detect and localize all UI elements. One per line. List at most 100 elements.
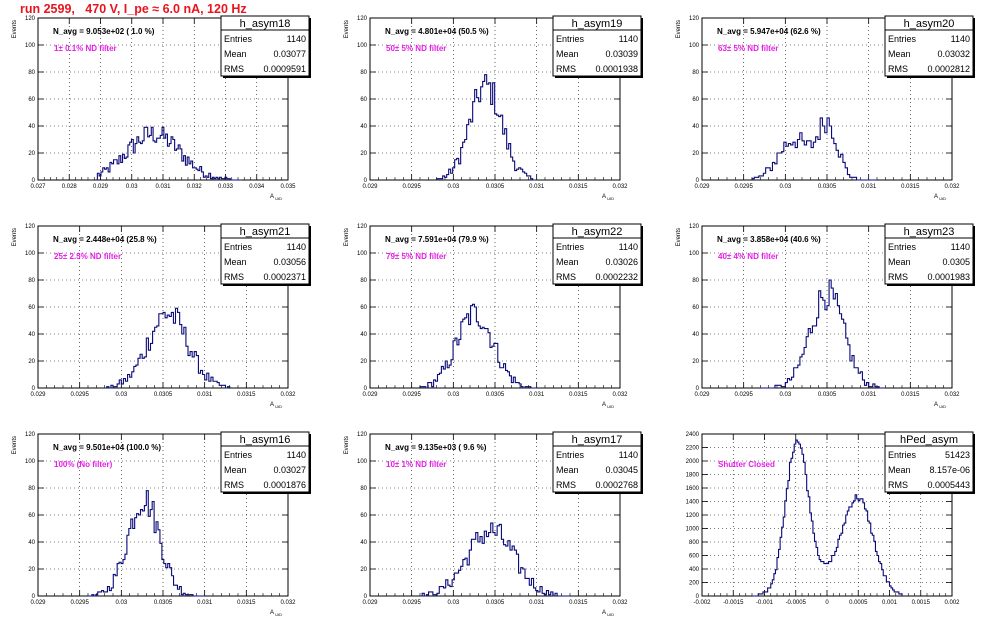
y-tick-label: 2200: [686, 446, 700, 452]
x-tick-label: 0.0295: [734, 184, 753, 190]
stats-value: 0.0001938: [595, 64, 638, 74]
x-tick-label: 0.03: [126, 184, 138, 190]
stats-value: 0.0305: [942, 257, 970, 267]
stats-label: Mean: [888, 49, 911, 59]
histogram-line: [104, 307, 231, 389]
x-axis-title: A UID: [270, 194, 282, 201]
y-tick-label: 1600: [686, 486, 700, 492]
stats-box: h_asym22 Entries 1140 Mean 0.03026 RMS 0.00022…: [552, 223, 643, 286]
x-tick-label: 0.031: [861, 184, 877, 190]
stats-value: 51423: [945, 450, 970, 460]
x-tick-label: 0.029: [362, 392, 378, 398]
x-tick-label: 0.0315: [569, 184, 588, 190]
stats-box-frame: [220, 223, 310, 285]
x-tick-label: 0.0295: [734, 392, 753, 398]
histogram-name: h_asym19: [572, 18, 623, 30]
x-tick-label: 0.0315: [901, 184, 920, 190]
filter-annotation: 10± 1% ND filter: [386, 460, 446, 469]
histogram-line: [419, 303, 537, 389]
y-tick-label: 120: [25, 16, 36, 22]
x-tick-label: 0.0315: [237, 392, 256, 398]
x-tick-label: 0.03: [115, 600, 127, 606]
y-tick-label: 20: [692, 151, 699, 157]
histogram-panel: 0.029 0.0295 0.03 0.0305 0.031 0.0315 0.032 0 20…: [12, 223, 311, 409]
stats-box-frame: [552, 223, 642, 285]
histogram-name: h_asym23: [904, 226, 955, 238]
x-tick-label: 0.03: [447, 600, 459, 606]
y-tick-label: 80: [28, 486, 35, 492]
y-tick-label: 800: [689, 540, 700, 546]
histogram-panel: 0.029 0.0295 0.03 0.0305 0.031 0.0315 0.032 0 20…: [676, 223, 975, 409]
navg-label: N_avg = 5.947e+04 (62.6 %): [717, 27, 821, 36]
y-tick-label: 20: [360, 567, 367, 573]
y-tick-label: 20: [360, 151, 367, 157]
navg-label: N_avg = 2.448e+04 (25.8 %): [53, 235, 157, 244]
x-axis-title: A UID: [934, 194, 946, 201]
histogram-name: h_asym17: [572, 434, 623, 446]
x-tick-label: 0.0295: [402, 392, 421, 398]
filter-annotation: 79± 5% ND filter: [386, 252, 446, 261]
y-tick-label: 2000: [686, 459, 700, 465]
stats-value: 0.03026: [605, 257, 638, 267]
y-tick-label: 40: [692, 332, 699, 338]
y-tick-label: 80: [692, 70, 699, 76]
stats-value: 1140: [951, 34, 970, 44]
stats-value: 0.03045: [605, 465, 638, 475]
x-tick-label: 0.031: [529, 600, 545, 606]
x-tick-label: 0.0305: [818, 392, 837, 398]
histogram-line: [752, 439, 903, 597]
x-tick-label: -0.002: [693, 600, 711, 606]
stats-label: Mean: [224, 257, 247, 267]
x-tick-label: 0.0305: [154, 392, 173, 398]
y-axis-title: Events: [12, 228, 18, 246]
x-tick-label: 0.0295: [402, 600, 421, 606]
y-axis-title: Events: [344, 228, 350, 246]
histogram-line: [96, 126, 242, 181]
stats-value: 1140: [619, 450, 638, 460]
filter-annotation: 40± 4% ND filter: [718, 252, 778, 261]
x-axis-title: A UID: [602, 610, 614, 617]
stats-value: 1140: [619, 242, 638, 252]
x-tick-label: 0.029: [30, 392, 46, 398]
y-tick-label: 80: [28, 278, 35, 284]
y-tick-label: 40: [360, 540, 367, 546]
y-tick-label: 100: [25, 459, 36, 465]
histogram-line: [88, 490, 205, 597]
histogram-panel: -0.002 -0.0015 -0.001 -0.0005 0 0.0005 0.001 0.…: [686, 431, 975, 606]
stats-label: Entries: [888, 450, 917, 460]
stats-label: Mean: [556, 49, 579, 59]
x-tick-label: 0.029: [93, 184, 109, 190]
y-tick-label: 1000: [686, 527, 700, 533]
x-tick-label: 0.032: [612, 184, 628, 190]
stats-label: Entries: [888, 242, 917, 252]
y-tick-label: 120: [357, 224, 368, 230]
y-tick-label: 80: [692, 278, 699, 284]
y-axis-title: Events: [344, 20, 350, 38]
stats-label: Entries: [888, 34, 917, 44]
y-tick-label: 120: [689, 224, 700, 230]
stats-box: h_asym20 Entries 1140 Mean 0.03032 RMS 0.00028…: [884, 15, 975, 78]
x-axis-title: A UID: [602, 194, 614, 201]
x-tick-label: 0.002: [944, 600, 960, 606]
stats-box-frame: [552, 431, 642, 493]
stats-value: 1140: [287, 450, 306, 460]
y-tick-label: 100: [689, 251, 700, 257]
stats-box: h_asym23 Entries 1140 Mean 0.0305 RMS 0.000198…: [884, 223, 975, 286]
stats-label: Entries: [556, 450, 585, 460]
stats-label: RMS: [224, 64, 244, 74]
histogram-name: h_asym21: [240, 226, 291, 238]
y-tick-label: 40: [692, 124, 699, 130]
stats-label: RMS: [556, 64, 576, 74]
x-tick-label: 0.0015: [912, 600, 931, 606]
stats-label: Mean: [888, 465, 911, 475]
y-tick-label: 40: [360, 332, 367, 338]
y-tick-label: 40: [28, 332, 35, 338]
histogram-line: [436, 74, 537, 181]
histogram-name: h_asym20: [904, 18, 955, 30]
stats-label: Entries: [224, 34, 253, 44]
navg-label: N_avg = 7.591e+04 (79.9 %): [385, 235, 489, 244]
y-tick-label: 20: [360, 359, 367, 365]
x-tick-label: 0.0315: [569, 600, 588, 606]
x-tick-label: 0.035: [280, 184, 296, 190]
histogram-panel: 0.027 0.028 0.029 0.03 0.031 0.032 0.033 0.034 0…: [12, 15, 311, 201]
